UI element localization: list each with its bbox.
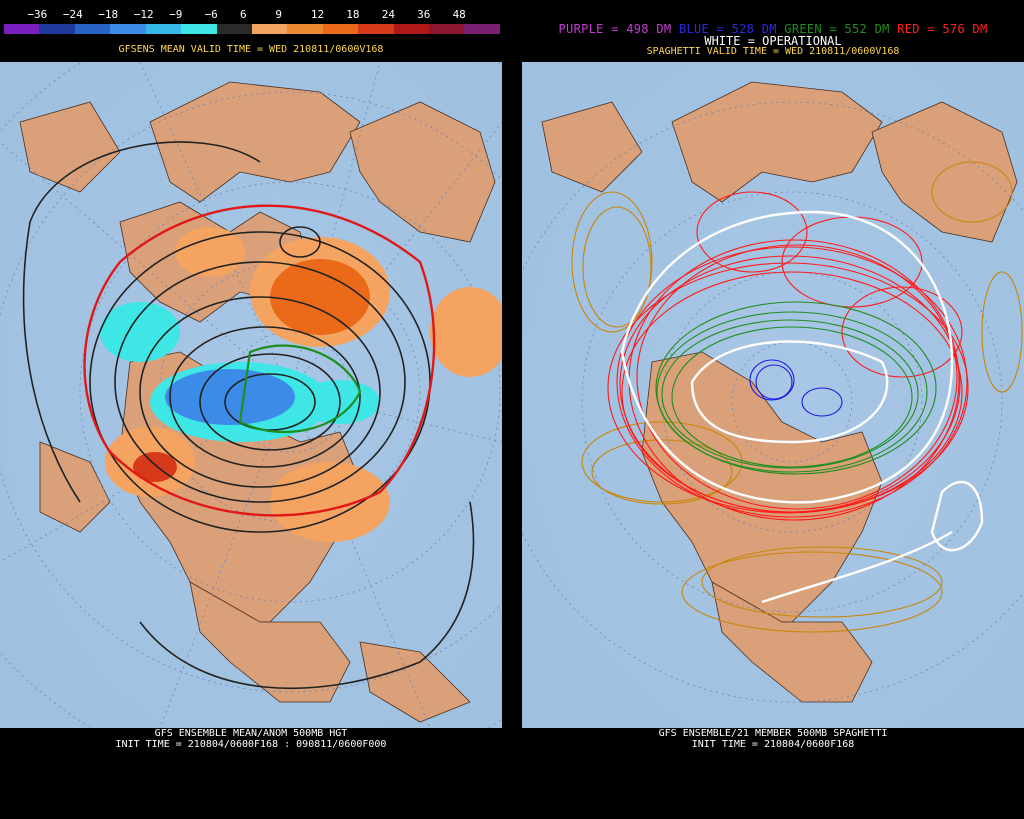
colorbar-tick-label: 12 [310,8,325,21]
green-contours [655,301,937,475]
colorbar-tick-label: −36 [27,8,48,21]
colorbar-tick-label: 36 [417,8,431,21]
left-footer-init: INIT TIME = 210804/0600F168 : 090811/060… [115,739,387,750]
colorbar-swatch [464,24,500,34]
colorbar-swatch [358,24,394,34]
right-footer-title: GFS ENSEMBLE/21 MEMBER 500MB SPAGHETTI [658,728,888,739]
spaghetti-graphic [522,62,1024,728]
colorbar-swatch [145,24,182,34]
mean-anomaly-map [0,62,502,728]
colorbar-tick-label: −24 [62,8,83,21]
colorbar-tick-label: 6 [240,8,247,21]
spaghetti-legend: PURPLE = 498 DM BLUE = 528 DM GREEN = 55… [522,22,1024,36]
colorbar-swatch [429,24,465,34]
colorbar-tick-label: 9 [275,8,283,21]
colorbar-swatch [4,24,40,34]
spaghetti-panel: PURPLE = 498 DM BLUE = 528 DM GREEN = 55… [522,0,1024,819]
anomaly-colorbar [4,24,500,34]
left-footer-title: GFS ENSEMBLE MEAN/ANOM 500MB HGT [154,728,348,739]
red-contours [607,191,969,521]
legend-entry: PURPLE = 498 DM [558,22,679,36]
blue-contours [749,359,843,417]
green-contour [238,344,362,434]
spaghetti-map [522,62,1024,728]
colorbar-tick-label: −12 [133,8,154,21]
left-subtitle: GFSENS MEAN VALID TIME = WED 210811/0600… [118,44,384,55]
colorbar-swatch [181,24,217,34]
colorbar-tick-label: 18 [346,8,360,21]
legend-entry: RED = 576 DM [897,22,988,36]
colorbar-tick-label: 48 [452,8,466,21]
operational-contours [620,210,984,604]
colorbar-swatch [322,24,359,34]
colorbar-swatch [39,24,75,34]
colorbar-swatch [251,24,288,34]
land [541,81,1018,703]
red-contour [83,204,436,517]
right-subtitle: SPAGHETTI VALID TIME = WED 210811/0600V1… [646,46,900,57]
map-graphic [0,62,502,728]
colorbar-tick-label: 24 [381,8,395,21]
legend-entry: BLUE = 528 DM [678,22,785,36]
legend-entry: GREEN = 552 DM [784,22,898,36]
colorbar-swatch [287,24,323,34]
operational-legend: WHITE = OPERATIONAL [704,34,842,48]
gold-contours [571,161,1023,633]
colorbar-tick-label: −18 [98,8,119,21]
colorbar-tick-label: −6 [204,8,218,21]
right-footer-init: INIT TIME = 210804/0600F168 [691,739,855,750]
colorbar-swatch [74,24,111,34]
panel-divider [502,0,522,819]
colorbar-swatch [110,24,146,34]
colorbar-tick-label: −9 [169,8,183,21]
colorbar-swatch [216,24,252,34]
colorbar-swatch [393,24,430,34]
colorbar-labels: −36 −24 −18 −12 −9 −6 6 9 12 18 24 36 48 [4,8,500,22]
mean-anomaly-panel: −36 −24 −18 −12 −9 −6 6 9 12 18 24 36 48 GFSENS MEAN… [0,0,502,819]
